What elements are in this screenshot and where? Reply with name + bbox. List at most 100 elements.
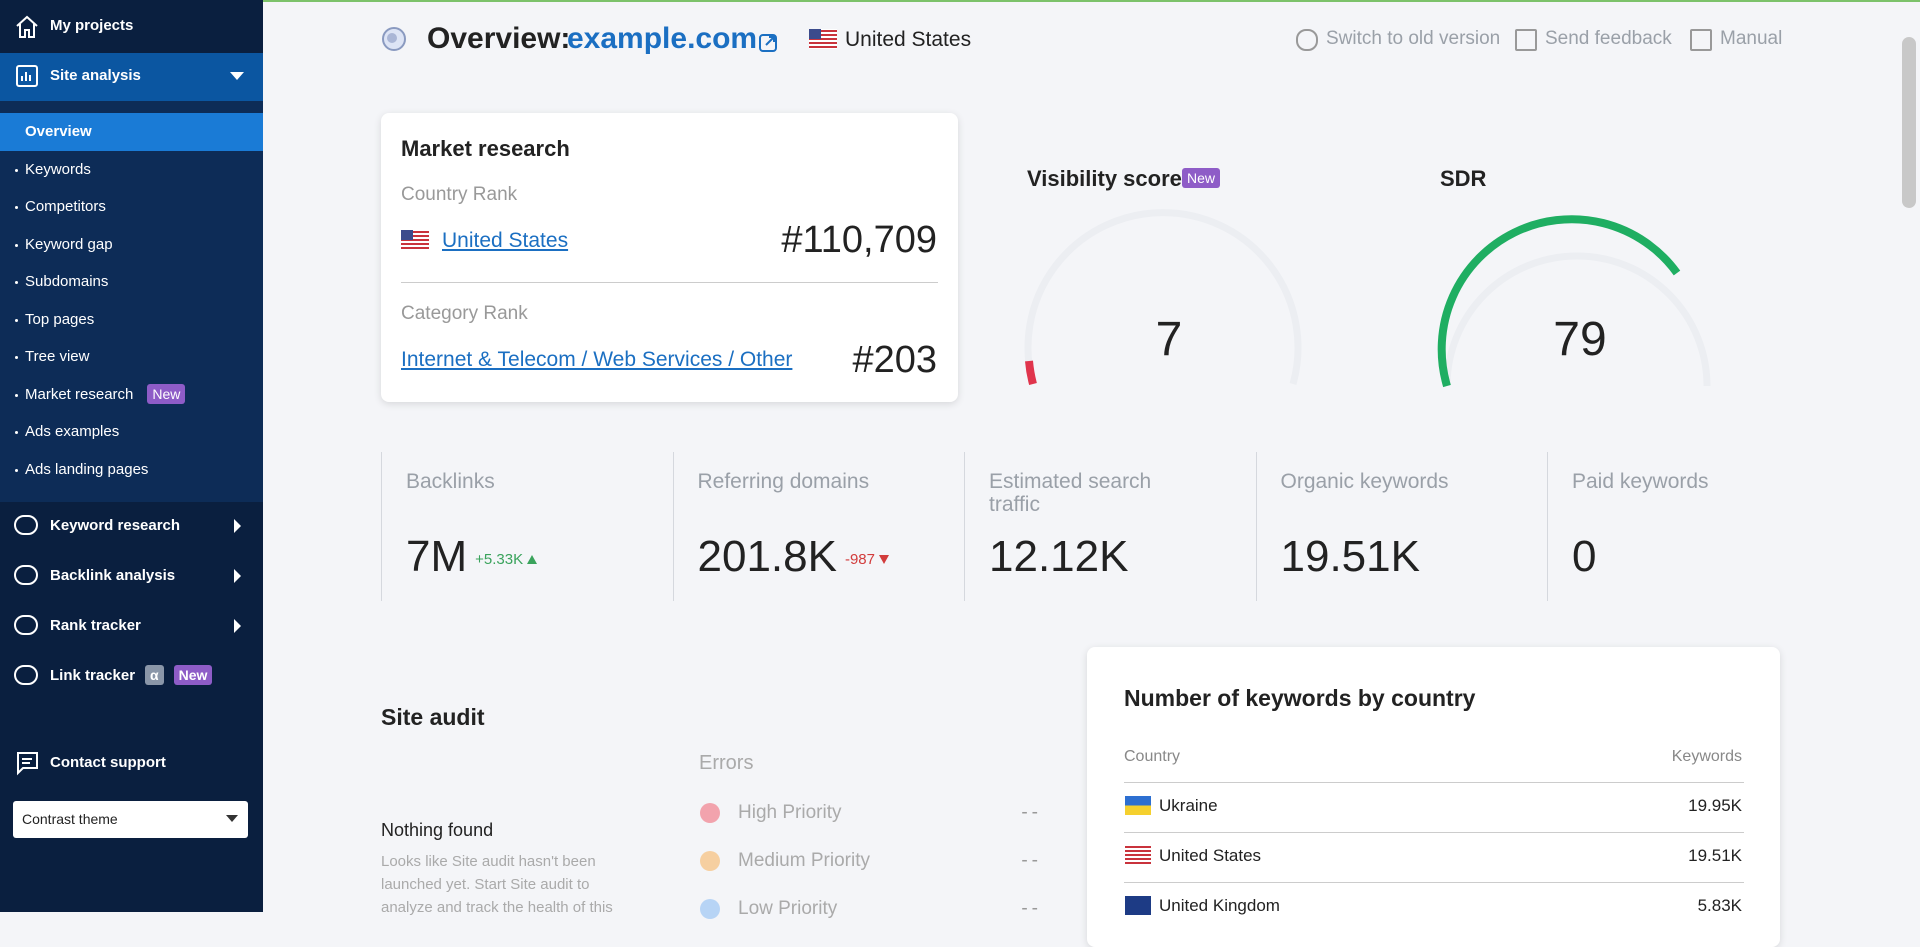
nav-item[interactable]: Top pages [25,310,95,328]
section-icon [14,665,38,685]
header-icon [1296,29,1318,51]
trend-arrow [879,554,889,564]
row-divider [1124,832,1744,833]
gauge-title: Visibility score [1027,166,1182,191]
country-link[interactable]: United States [442,229,569,252]
caret [226,815,238,822]
flag-us [809,29,837,49]
gauges [1024,209,1711,388]
nav-link[interactable]: Keyword research [50,517,181,534]
nav-item[interactable]: Market research New [25,383,186,404]
nav-item[interactable]: Subdomains [25,273,109,290]
country: Ukraine [1159,796,1218,815]
section-icon [14,515,38,535]
metric-divider [672,452,674,601]
metric-label: Paid keywords [1572,470,1709,493]
section-icon [14,615,38,635]
globe-icon [382,27,406,51]
caret [230,72,244,80]
rank: #110,709 [781,219,937,261]
active-section[interactable] [0,53,263,101]
label: Country Rank [401,184,518,205]
flag [1125,896,1151,915]
nav-link[interactable]: My projects [50,17,134,34]
theme-label: Contrast theme [22,811,118,827]
nav-item[interactable]: Overview [25,123,92,140]
sidebar: My projects Site analysis Overview Keywor… [0,0,263,912]
label: Errors [699,752,754,774]
nav-link[interactable]: Site analysis [50,67,141,84]
badge: New [173,665,213,685]
flag [1125,796,1151,815]
header-icon [1515,29,1537,51]
bullet [15,318,18,322]
nav-item[interactable]: Ads examples [25,423,120,440]
divider [401,282,938,283]
nav-item[interactable]: Keywords [25,160,91,178]
keywords: 19.95K [1688,796,1742,815]
keywords-card [1087,647,1780,947]
nav-item[interactable]: Competitors [25,198,106,215]
flag-us [401,230,429,250]
card-title: Market research [401,136,570,161]
bullet [15,356,18,359]
gauge-track [1443,252,1711,387]
rank: #203 [852,339,937,381]
country: United Kingdom [1159,896,1280,915]
metric-value: 0 [1572,532,1597,581]
active-item [0,113,263,151]
priority-value: -- [1021,802,1042,823]
priority-dot [700,899,720,919]
nav-link[interactable]: Link tracker α New [50,665,213,685]
external-icon[interactable] [757,30,781,54]
nav-link[interactable]: Rank tracker [50,617,141,634]
header-link[interactable]: Switch to old version [1326,28,1501,49]
section-icon [14,565,38,585]
priority-label: High Priority [738,802,842,823]
nav-item[interactable]: Tree view [25,348,90,365]
gauge-track [1024,209,1302,385]
row-divider [1124,882,1744,883]
metric-change: -987 [844,550,875,568]
header-link[interactable]: Manual [1720,28,1783,49]
bullet [15,468,18,472]
metric-value: 19.51K [1280,532,1420,581]
metric-value: 201.8K -987 [698,532,889,582]
caret [234,519,241,533]
priority-value: -- [1021,898,1042,919]
label: Category Rank [401,303,528,324]
gauge-title: SDR [1440,166,1487,191]
chart-icon [16,65,38,87]
header-link[interactable]: Send feedback [1545,28,1672,49]
metric-divider [964,452,965,601]
bullet [15,243,18,247]
home-icon [16,15,38,38]
row-divider [1124,782,1744,783]
nav-link[interactable]: Contact support [50,754,166,771]
metric-value: 12.12K [989,532,1129,581]
nav-item[interactable]: Ads landing pages [25,460,149,478]
priority-label: Low Priority [738,898,838,919]
header-icon [1690,29,1712,51]
badge: New [1182,168,1221,188]
keywords: 19.51K [1688,846,1742,865]
column-header: Country [1124,748,1181,765]
bullet [15,393,18,397]
keywords: 5.83K [1697,896,1742,915]
badge: New [147,383,186,404]
theme-select[interactable] [13,801,248,838]
country: United States [1159,846,1262,865]
metric-divider [1547,452,1548,601]
gauge-fill [1437,215,1681,388]
metric-label: Referring domains [697,470,870,493]
priority-value: -- [1021,850,1042,871]
nav-link[interactable]: Backlink analysis [50,567,176,584]
priority-dot [700,851,720,871]
domain[interactable]: example.com [567,22,758,55]
description: Looks like Site audit hasn't been launch… [381,853,613,916]
nav-item[interactable]: Keyword gap [25,235,113,253]
badge: α [145,665,164,685]
category-link[interactable]: Internet & Telecom / Web Services / Othe… [401,348,793,371]
metric-label: Estimated search traffic [989,470,1152,516]
support-icon [17,752,38,776]
